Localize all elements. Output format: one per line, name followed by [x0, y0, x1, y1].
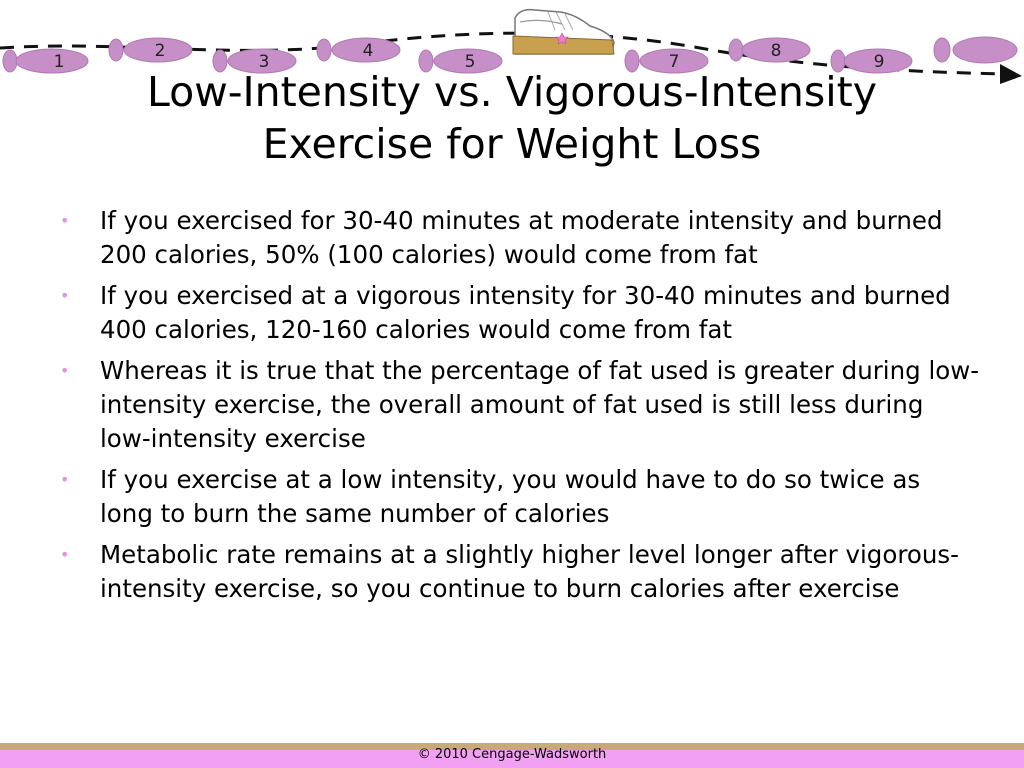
copyright-text: © 2010 Cengage-Wadsworth — [417, 747, 607, 762]
step-number-8: 8 — [771, 41, 782, 61]
bullet-dot-icon: • — [60, 361, 70, 380]
step-number-2: 2 — [155, 41, 166, 61]
step-number-7: 7 — [669, 52, 680, 72]
sneaker-icon — [512, 8, 615, 55]
step-number-5: 5 — [465, 52, 476, 72]
footer-band-pink — [0, 750, 1024, 768]
path-arrowhead-icon — [1000, 64, 1022, 84]
footprint-5 — [418, 48, 503, 74]
star-icon — [555, 32, 569, 45]
bullet-item: • If you exercised for 30-40 minutes at m… — [60, 204, 980, 272]
step-number-1: 1 — [54, 52, 65, 72]
footprint-6 — [624, 48, 709, 74]
bullet-text: Metabolic rate remains at a slightly hig… — [100, 540, 959, 603]
footprint-9 — [933, 36, 1018, 64]
step-number-4: 4 — [363, 41, 374, 61]
bullet-text: If you exercised for 30-40 minutes at mo… — [100, 206, 943, 269]
footprint-4 — [316, 37, 401, 63]
footprint-7 — [728, 37, 811, 63]
bullet-item: • If you exercise at a low intensity, you… — [60, 463, 980, 531]
footprint-1 — [2, 48, 89, 74]
bullet-dot-icon: • — [60, 470, 70, 489]
step-number-3: 3 — [259, 52, 270, 72]
bullet-item: • Whereas it is true that the percentage … — [60, 354, 980, 456]
bullet-text: If you exercised at a vigorous intensity… — [100, 281, 951, 344]
bullet-text: Whereas it is true that the percentage o… — [100, 356, 980, 453]
bullet-dot-icon: • — [60, 286, 70, 305]
footprint-2 — [108, 37, 193, 63]
footprint-8 — [830, 48, 913, 74]
footprint-3 — [212, 48, 297, 74]
bullet-text: If you exercise at a low intensity, you … — [100, 465, 921, 528]
slide-title: Low-Intensity vs. Vigorous-Intensity Exe… — [40, 66, 984, 170]
bullet-list: • If you exercised for 30-40 minutes at m… — [60, 204, 980, 613]
footer-band-tan — [0, 743, 1024, 750]
bullet-dot-icon: • — [60, 545, 70, 564]
bullet-item: • Metabolic rate remains at a slightly hi… — [60, 538, 980, 606]
footprint-path-decoration: 1 2 3 4 5 6 7 8 9 — [0, 8, 1022, 84]
slide-title-line-1: Low-Intensity vs. Vigorous-Intensity — [147, 68, 877, 116]
bullet-item: • If you exercised at a vigorous intensit… — [60, 279, 980, 347]
slide-title-line-2: Exercise for Weight Loss — [262, 120, 762, 168]
step-number-9: 9 — [874, 52, 885, 72]
bullet-dot-icon: • — [60, 211, 70, 230]
